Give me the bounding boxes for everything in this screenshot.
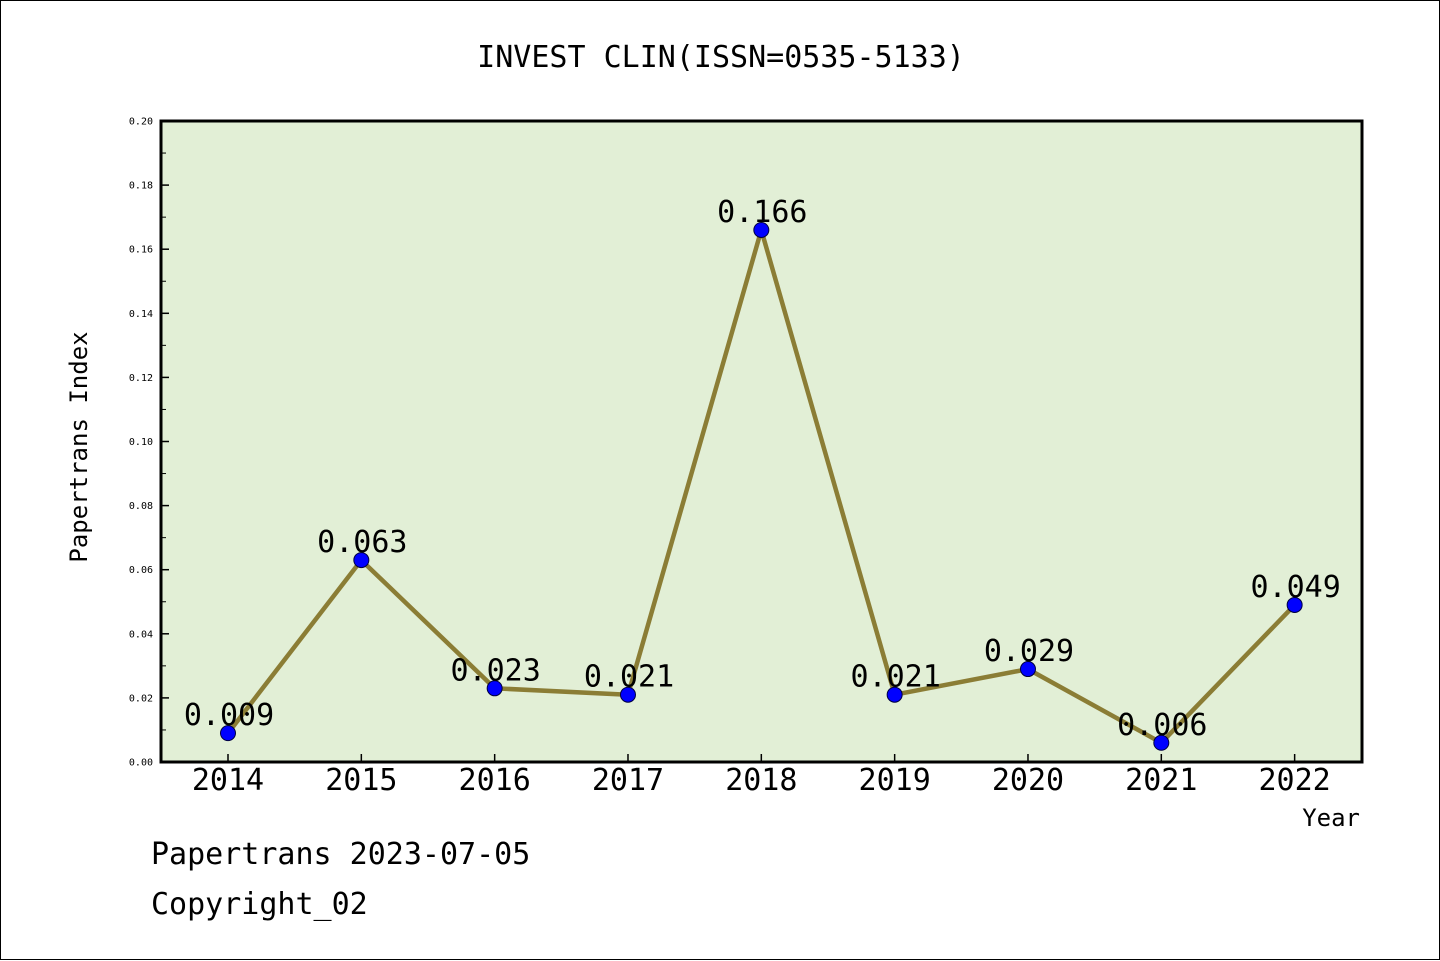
x-tick-label: 2015 xyxy=(325,763,397,798)
y-tick-label: 0.02 xyxy=(129,693,153,704)
y-tick-label: 0.12 xyxy=(129,373,153,384)
data-label-group: 0.009 0.063 0.023 0.021 0.166 0.021 0.029 0.006… xyxy=(184,195,1341,743)
data-point xyxy=(1019,661,1036,678)
x-tick-label: 2020 xyxy=(992,763,1064,798)
y-tick-label: 0.18 xyxy=(129,181,153,192)
y-axis-label: Papertrans Index xyxy=(65,331,93,562)
y-tick-label: 0.20 xyxy=(129,117,153,128)
data-label: 0.023 xyxy=(451,653,541,688)
y-tick-label: 0.06 xyxy=(129,565,153,576)
y-tick-label: 0.04 xyxy=(129,629,153,640)
data-label: 0.009 xyxy=(184,698,274,733)
data-point xyxy=(353,552,370,569)
data-label: 0.029 xyxy=(984,634,1074,669)
data-label: 0.063 xyxy=(317,525,407,560)
y-tick-label: 0.14 xyxy=(129,309,153,320)
footer-date: Papertrans 2023-07-05 xyxy=(151,837,531,872)
data-label: 0.021 xyxy=(584,660,674,695)
x-tick-label: 2018 xyxy=(725,763,797,798)
data-point xyxy=(1286,596,1303,613)
data-point xyxy=(886,686,903,703)
data-point xyxy=(753,221,770,238)
x-tick-label: 2019 xyxy=(859,763,931,798)
x-tick-label: 2014 xyxy=(192,763,264,798)
data-label: 0.021 xyxy=(850,660,940,695)
x-tick-label: 2017 xyxy=(592,763,664,798)
x-tick-label: 2016 xyxy=(459,763,531,798)
y-tick-label: 0.10 xyxy=(129,437,153,448)
data-label: 0.166 xyxy=(717,195,807,230)
data-point xyxy=(619,686,636,703)
data-point xyxy=(220,725,236,742)
footer-copyright: Copyright_02 xyxy=(151,887,368,922)
x-axis-ticks: 2014 2015 2016 2017 2018 2019 2020 2021 2022 xyxy=(192,754,1331,798)
y-tick-label: 0.00 xyxy=(129,758,153,769)
y-tick-label: 0.16 xyxy=(129,245,153,256)
data-point xyxy=(486,680,503,697)
marker-group xyxy=(220,221,1303,751)
data-point xyxy=(1153,734,1170,751)
x-axis-label: Year xyxy=(1302,804,1360,832)
y-tick-label: 0.08 xyxy=(129,501,153,512)
plot-border xyxy=(159,119,1364,764)
x-tick-label: 2022 xyxy=(1259,763,1331,798)
chart-title: INVEST CLIN(ISSN=0535-5133) xyxy=(477,40,965,75)
data-label: 0.006 xyxy=(1117,708,1207,743)
data-label: 0.049 xyxy=(1250,570,1340,605)
x-tick-label: 2021 xyxy=(1125,763,1197,798)
